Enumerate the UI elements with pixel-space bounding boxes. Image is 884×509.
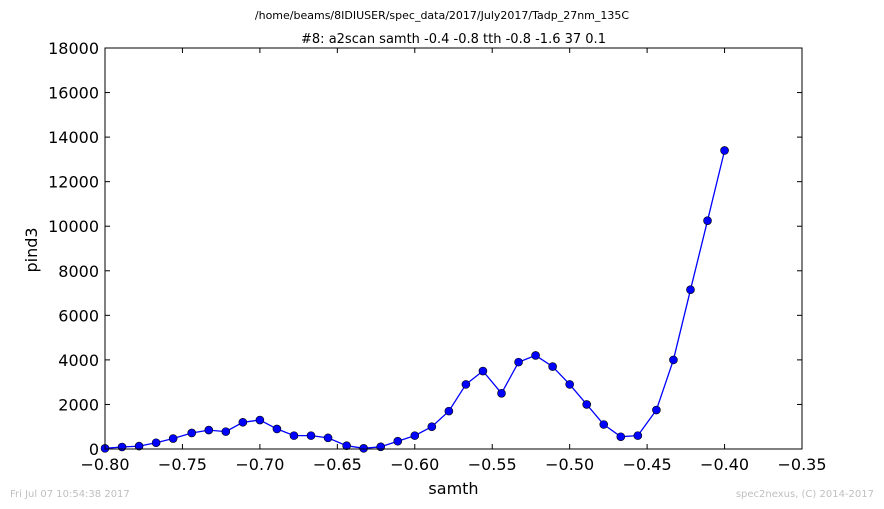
- data-point: [514, 357, 523, 367]
- data-point: [444, 406, 454, 416]
- y-axis-label: pind3: [22, 227, 41, 272]
- x-tick-label: −0.70: [235, 455, 284, 474]
- data-point: [306, 431, 316, 440]
- data-point: [289, 431, 299, 440]
- x-tick-label: −0.80: [80, 455, 129, 474]
- y-tick-label: 10000: [48, 217, 99, 236]
- y-tick-label: 4000: [58, 351, 99, 370]
- data-point: [204, 425, 214, 435]
- data-point: [221, 427, 231, 436]
- data-point: [531, 351, 540, 360]
- y-tick-label: 12000: [48, 173, 99, 192]
- x-tick-label: −0.75: [158, 455, 207, 474]
- footer-credit: spec2nexus, (C) 2014-2017: [735, 489, 874, 500]
- plot-frame: [104, 47, 803, 450]
- data-point: [548, 362, 557, 371]
- x-tick-label: −0.40: [700, 455, 749, 474]
- x-tick-label: −0.55: [468, 455, 517, 474]
- data-point: [168, 434, 178, 443]
- chart-title: #8: a2scan samth -0.4 -0.8 tth -0.8 -1.6…: [301, 32, 606, 47]
- data-point: [669, 355, 678, 365]
- data-point: [410, 431, 420, 440]
- figure-suptitle: /home/beams/8IDIUSER/spec_data/2017/July…: [254, 9, 630, 22]
- data-point: [652, 405, 661, 415]
- data-point: [151, 438, 161, 448]
- footer-timestamp: Fri Jul 07 10:54:38 2017: [10, 489, 130, 500]
- data-point: [461, 380, 471, 389]
- data-point: [393, 436, 403, 446]
- data-point: [686, 285, 695, 295]
- y-ticks: 0 2000 4000 6000 8000 10000 12000 14000 16000 180…: [48, 39, 802, 459]
- series-line: [104, 150, 726, 449]
- data-point: [478, 366, 488, 376]
- y-tick-label: 14000: [48, 128, 99, 147]
- data-point: [633, 431, 643, 440]
- data-point: [187, 428, 197, 438]
- x-ticks: −0.80 −0.75 −0.70 −0.65 −0.60 −0.55 −0.50 −0.45…: [80, 48, 827, 474]
- data-markers: [100, 146, 729, 453]
- data-point: [323, 433, 333, 443]
- data-point: [565, 380, 574, 389]
- data-point: [134, 441, 144, 451]
- data-point: [703, 216, 712, 225]
- data-point: [238, 417, 248, 427]
- data-point: [376, 442, 386, 452]
- x-tick-label: −0.45: [623, 455, 672, 474]
- data-point: [255, 415, 265, 425]
- data-point: [272, 424, 282, 434]
- x-tick-label: −0.60: [390, 455, 439, 474]
- y-tick-label: 6000: [58, 306, 99, 325]
- x-tick-label: −0.50: [545, 455, 594, 474]
- x-tick-label: −0.35: [777, 455, 826, 474]
- x-tick-label: −0.65: [313, 455, 362, 474]
- data-point: [582, 400, 592, 409]
- data-point: [359, 444, 368, 453]
- data-point: [497, 389, 506, 398]
- x-axis-label: samth: [428, 479, 478, 498]
- y-tick-label: 18000: [48, 39, 99, 58]
- data-point: [427, 422, 437, 432]
- data-point: [616, 432, 626, 442]
- y-tick-label: 2000: [58, 395, 99, 414]
- y-tick-label: 8000: [58, 262, 99, 281]
- data-point: [599, 420, 609, 429]
- data-point: [117, 442, 127, 452]
- data-point: [720, 146, 729, 155]
- y-tick-label: 0: [89, 440, 99, 459]
- y-tick-label: 16000: [48, 84, 99, 103]
- data-point: [342, 441, 351, 450]
